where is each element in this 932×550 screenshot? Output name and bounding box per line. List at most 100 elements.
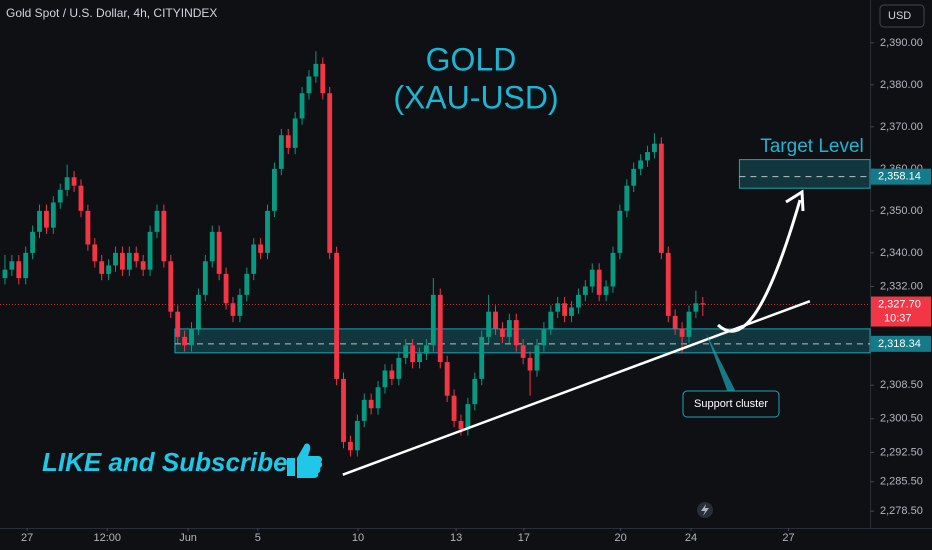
- candle-body: [334, 252, 340, 379]
- candle-body: [278, 135, 284, 169]
- candle-body: [693, 303, 699, 312]
- candle-body: [189, 328, 194, 346]
- candle-body: [679, 328, 685, 337]
- candle-body: [617, 210, 623, 253]
- candle-body: [341, 378, 346, 442]
- x-tick-label: Jun: [179, 532, 197, 544]
- candle-body: [603, 286, 609, 295]
- candle-body: [645, 152, 650, 161]
- candle-body: [64, 177, 70, 190]
- candle-body: [223, 273, 229, 304]
- candle-body: [589, 269, 595, 287]
- candle-body: [672, 315, 678, 329]
- candle-body: [209, 231, 215, 262]
- flash-glyph: [701, 504, 709, 516]
- candle-body: [196, 294, 201, 329]
- y-tick-label: 2,340.00: [880, 247, 923, 259]
- candle-body: [244, 273, 250, 295]
- candle-body: [106, 265, 112, 274]
- y-tick-label: 2,278.50: [880, 505, 923, 517]
- candle-body: [154, 210, 160, 232]
- y-tick-label: 2,285.50: [880, 476, 923, 488]
- y-tick-label: 2,332.00: [880, 280, 923, 292]
- candle-body: [44, 210, 49, 228]
- candle-body: [320, 63, 326, 94]
- candle-body: [506, 320, 512, 337]
- candle-body: [396, 357, 402, 379]
- candle-body: [313, 63, 319, 77]
- y-tick-label: 2,292.50: [880, 446, 923, 458]
- x-tick-label: 17: [518, 532, 530, 544]
- candle-body: [9, 261, 15, 270]
- y-tick-label: 2,390.00: [880, 37, 923, 49]
- candle-body: [458, 420, 464, 430]
- candle-body: [354, 420, 360, 451]
- candle-body: [375, 387, 381, 409]
- callout-pointer: [706, 333, 735, 393]
- candle-body: [327, 93, 333, 253]
- candle-body: [175, 311, 181, 337]
- candle-body: [168, 261, 174, 312]
- y-tick-label: 2,350.00: [880, 205, 923, 217]
- candle-body: [285, 135, 291, 148]
- candle-body: [638, 160, 644, 169]
- candle-body: [292, 118, 298, 148]
- candle-body: [555, 303, 561, 312]
- plot-area: [0, 51, 871, 476]
- x-tick-label: 12:00: [93, 532, 121, 544]
- candle-body: [85, 210, 91, 245]
- candle-body: [437, 294, 443, 363]
- target-label: Target Level: [760, 136, 864, 157]
- candle-body: [527, 357, 533, 371]
- candle-body: [120, 252, 125, 270]
- candle-body: [534, 345, 540, 371]
- candle-body: [486, 311, 492, 337]
- candle-body: [382, 370, 388, 388]
- candle-body: [23, 252, 29, 279]
- candle-body: [265, 210, 270, 253]
- price-tag: [871, 296, 931, 327]
- arrow-head: [785, 189, 805, 212]
- candle-body: [700, 303, 706, 305]
- candle-body: [37, 210, 42, 232]
- candle-body: [202, 261, 208, 295]
- projection-arrow: [716, 199, 802, 333]
- candle-body: [78, 185, 84, 211]
- candle-body: [541, 328, 547, 346]
- countdown: 10:37: [884, 312, 912, 324]
- candle-body: [403, 345, 409, 358]
- currency-label[interactable]: USD: [888, 10, 911, 22]
- price-tag-label: 2,358.14: [878, 171, 921, 183]
- zone: [738, 159, 871, 189]
- x-tick-label: 13: [450, 532, 462, 544]
- candle-body: [624, 185, 630, 211]
- price-tag: [871, 335, 931, 352]
- candle-body: [251, 244, 257, 274]
- currency-button[interactable]: [879, 4, 925, 28]
- candle-body: [71, 177, 77, 186]
- candle-body: [465, 404, 471, 430]
- candle-body: [306, 76, 312, 94]
- candle-body: [92, 244, 98, 262]
- candle-body: [658, 143, 664, 253]
- x-tick-label: 27: [782, 532, 794, 544]
- candle-body: [610, 252, 616, 287]
- candle-body: [361, 399, 367, 421]
- y-tick-label: 2,370.00: [880, 121, 923, 133]
- x-tick-label: 10: [352, 532, 364, 544]
- candle-body: [237, 294, 243, 316]
- candle-body: [140, 261, 146, 270]
- candle-body: [569, 307, 574, 316]
- candle-body: [424, 345, 429, 354]
- y-tick-label: 2,380.00: [880, 79, 923, 91]
- x-tick-label: 24: [685, 532, 697, 544]
- candle-body: [652, 143, 657, 153]
- candle-body: [631, 168, 637, 186]
- candle-body: [665, 252, 671, 316]
- candle-body: [410, 345, 416, 363]
- thumbs-up-icon: [287, 443, 323, 478]
- candle-body: [562, 303, 568, 316]
- candle-body: [430, 294, 436, 346]
- candle-body: [368, 399, 374, 409]
